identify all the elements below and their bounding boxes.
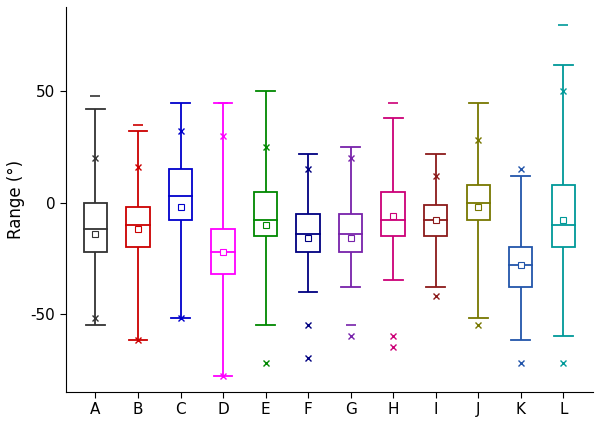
Bar	[424, 205, 448, 236]
Bar	[382, 192, 405, 236]
Bar	[467, 185, 490, 220]
Bar	[551, 185, 575, 247]
Bar	[509, 247, 532, 287]
Bar	[126, 207, 149, 247]
Bar	[339, 214, 362, 251]
Y-axis label: Range (°): Range (°)	[7, 160, 25, 239]
Bar	[296, 214, 320, 251]
Bar	[211, 229, 235, 274]
Bar	[84, 203, 107, 251]
Bar	[169, 169, 192, 220]
Bar	[254, 192, 277, 236]
